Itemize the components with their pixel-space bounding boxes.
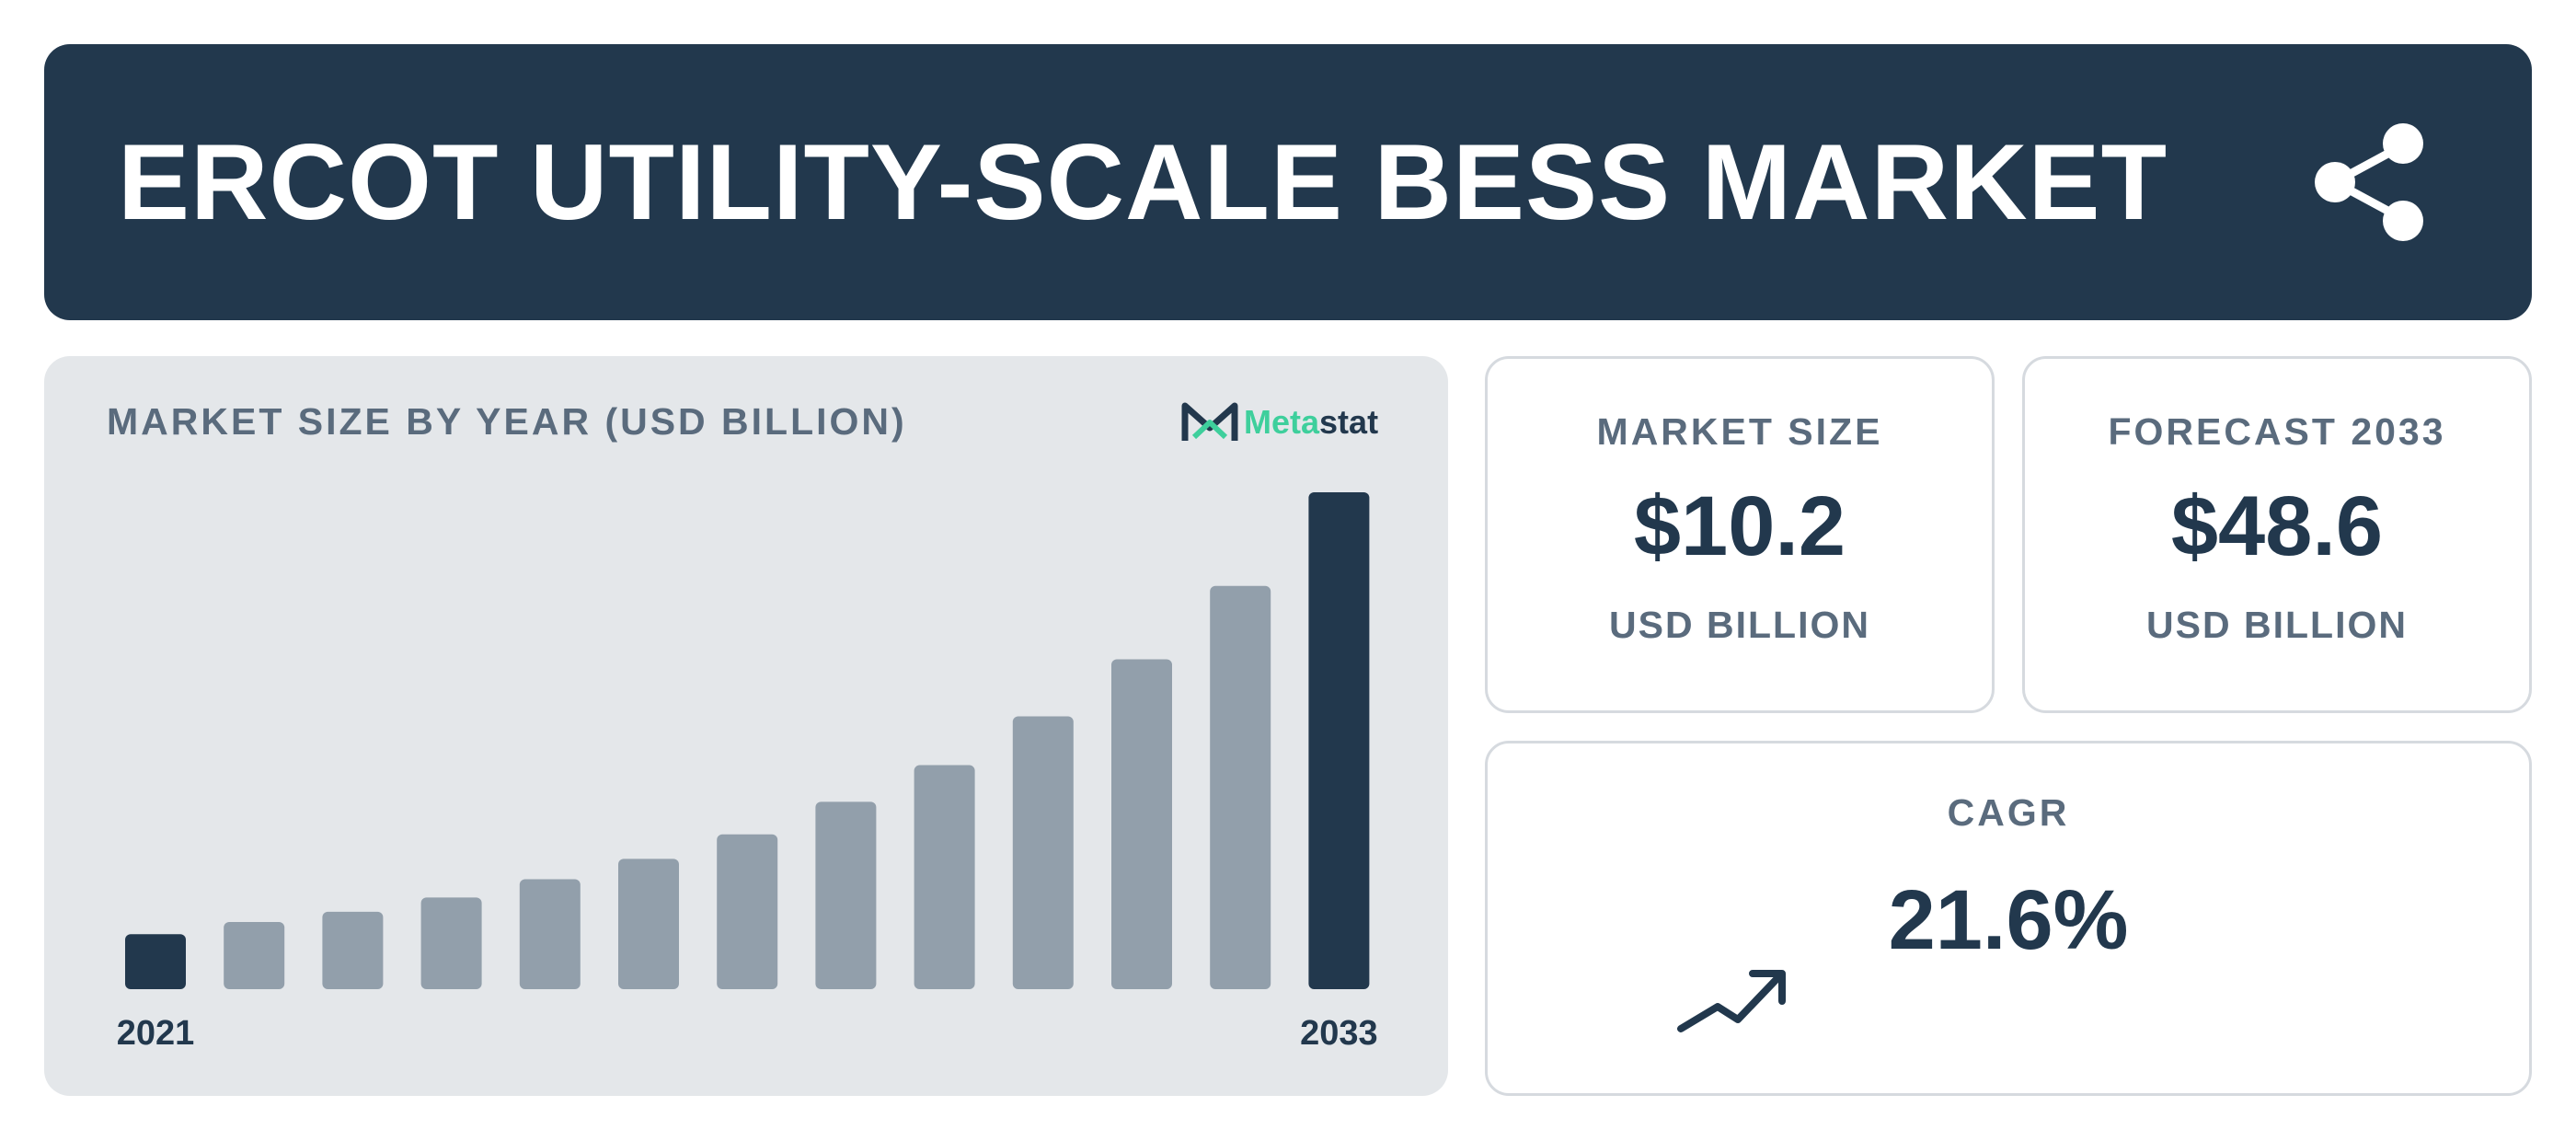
market-size-card: MARKET SIZE $10.2 USD BILLION xyxy=(1485,356,1995,713)
bar-2021 xyxy=(125,934,186,989)
bar-2022 xyxy=(224,921,285,989)
bar-chart: 2021 2033 xyxy=(117,492,1378,1053)
metastat-logo-mark: Metastat xyxy=(1181,402,1378,441)
cagr-label: CAGR xyxy=(1947,791,2070,834)
share-button[interactable] xyxy=(2307,116,2440,248)
market-size-value: $10.2 xyxy=(1633,479,1846,573)
bar-2027 xyxy=(717,834,778,989)
metastat-logo: Metastat xyxy=(1179,395,1419,450)
cagr-card: CAGR 21.6% xyxy=(1485,741,2532,1096)
trend-up-icon xyxy=(1677,970,1786,1032)
chart-title: MARKET SIZE BY YEAR (USD BILLION) xyxy=(107,400,907,443)
bar-2030 xyxy=(1012,716,1074,989)
forecast-card: FORECAST 2033 $48.6 USD BILLION xyxy=(2022,356,2532,713)
bar-2031 xyxy=(1111,659,1172,989)
bar-2026 xyxy=(618,859,679,989)
market-size-unit: USD BILLION xyxy=(1609,604,1870,646)
header-banner: ERCOT UTILITY-SCALE BESS MARKET xyxy=(44,44,2532,320)
forecast-unit: USD BILLION xyxy=(2146,604,2408,646)
chart-panel: MARKET SIZE BY YEAR (USD BILLION) Metast… xyxy=(44,356,1448,1096)
logo-text-meta: Meta xyxy=(1244,403,1320,441)
market-size-label: MARKET SIZE xyxy=(1596,410,1883,453)
bar-2025 xyxy=(519,879,581,989)
bar-2028 xyxy=(815,801,877,989)
bar-2029 xyxy=(914,765,975,989)
bar-2032 xyxy=(1210,585,1271,989)
bar-2023 xyxy=(322,911,384,989)
tick-label-2021: 2021 xyxy=(117,1014,195,1053)
logo-text-stat: stat xyxy=(1319,403,1378,441)
svg-text:Metastat: Metastat xyxy=(1244,403,1378,441)
tick-label-2033: 2033 xyxy=(1300,1014,1378,1053)
share-icon xyxy=(2315,123,2423,241)
bar-2024 xyxy=(420,897,482,989)
page-title: ERCOT UTILITY-SCALE BESS MARKET xyxy=(118,121,2168,242)
cagr-value: 21.6% xyxy=(1888,873,2129,967)
bar-2033 xyxy=(1308,492,1370,989)
forecast-value: $48.6 xyxy=(2170,479,2384,573)
forecast-label: FORECAST 2033 xyxy=(2108,410,2446,453)
